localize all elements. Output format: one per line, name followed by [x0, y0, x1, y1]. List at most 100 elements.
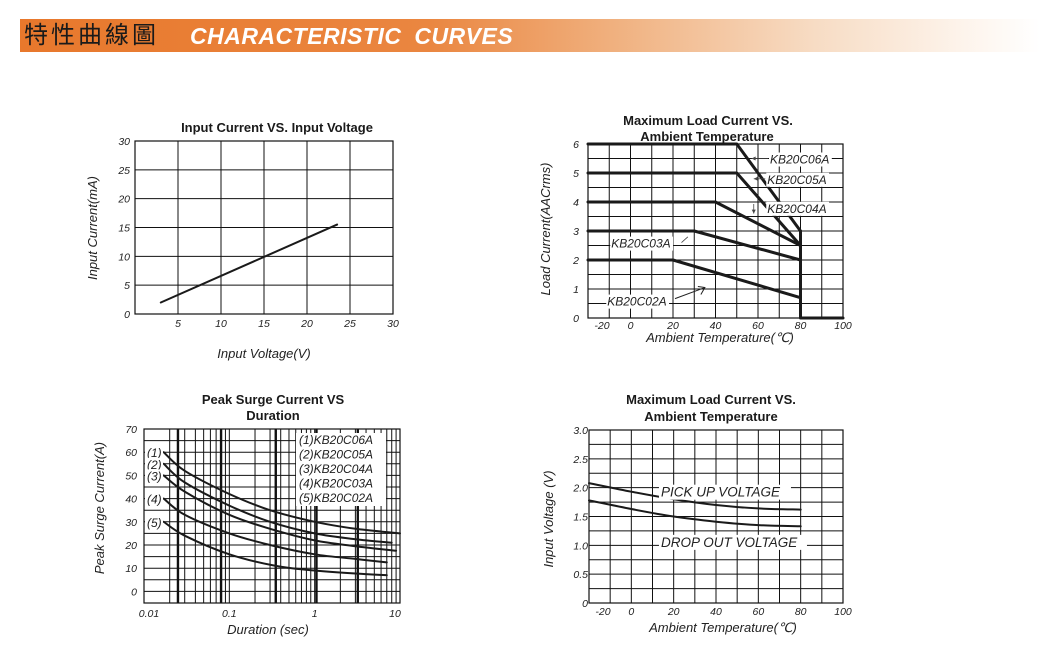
chart2-annotation-bg — [769, 152, 832, 167]
chart1-xtick: 15 — [258, 318, 270, 330]
chart4-ylabel: Input Voltage (V) — [541, 470, 556, 567]
chart3-ytick: 50 — [125, 470, 137, 482]
chart2-annotation-bg — [766, 172, 830, 187]
chart2-ytick: 0 — [573, 313, 579, 325]
chart2-arrowhead-icon — [751, 156, 756, 161]
chart4-xtick: 80 — [795, 606, 807, 618]
chart3-xlabel: Duration (sec) — [227, 622, 309, 637]
chart4-title: Maximum Load Current VS. — [626, 392, 796, 407]
chart3-ytick: 40 — [125, 494, 137, 506]
header-banner: 特性曲線圖 CHARACTERISTIC CURVES — [20, 19, 1040, 52]
chart3-ytick: 0 — [131, 586, 137, 598]
chart2-annotation-bg — [610, 236, 674, 251]
chart3-ylabel: Peak Surge Current(A) — [92, 442, 107, 574]
chart4-ytick: 1.5 — [573, 512, 588, 524]
chart2-annotation: KB20C03A — [611, 237, 670, 251]
chart3-ytick: 20 — [124, 540, 137, 552]
chart1-title: Input Current VS. Input Voltage — [181, 120, 373, 135]
chart1-ytick: 15 — [118, 223, 130, 235]
chart2-annotation: KB20C06A — [770, 153, 829, 167]
chart2-arrowhead-icon — [753, 176, 758, 181]
chart4-series-line — [588, 499, 802, 528]
chart3-curve-tag: (5) — [147, 516, 162, 530]
chart2-ytick: 4 — [573, 197, 579, 209]
chart4-title-line2: Ambient Temperature — [644, 409, 777, 424]
chart2-xtick: 0 — [628, 320, 634, 332]
chart4-xtick: 40 — [710, 606, 722, 618]
chart3-series-line — [162, 451, 401, 535]
chart3-series-line — [162, 474, 398, 552]
chart2-title-line2: Ambient Temperature — [640, 129, 773, 144]
chart3-title: Peak Surge Current VS — [202, 392, 345, 407]
chart1-xtick: 25 — [343, 318, 356, 330]
chart1-ytick: 10 — [118, 251, 130, 263]
chart1-ytick: 20 — [117, 194, 130, 206]
chart1-xtick: 30 — [387, 318, 399, 330]
chart-peak-surge: Peak Surge Current VS Duration Duration … — [92, 392, 401, 637]
chart2-ytick: 6 — [573, 139, 579, 151]
chart2-series-kb20c05a — [586, 171, 802, 247]
chart1-plot-frame — [134, 140, 394, 315]
chart4-ytick: 2.0 — [572, 483, 588, 495]
chart2-arrowhead-icon — [697, 286, 706, 295]
chart1-series-line — [159, 223, 339, 304]
chart3-series-line — [162, 462, 393, 544]
chart1-ytick: 5 — [124, 280, 130, 292]
chart2-ytick: 2 — [572, 255, 579, 267]
chart3-legend-item: (5)KB20C02A — [299, 491, 373, 505]
chart1-xlabel: Input Voltage(V) — [217, 346, 310, 361]
chart3-legend-item: (1)KB20C06A — [299, 433, 373, 447]
chart3-legend-item: (4)KB20C03A — [299, 477, 373, 491]
chart4-ytick: 0 — [582, 598, 588, 610]
chart4-xtick: -20 — [595, 606, 610, 618]
chart4-ytick: 2.5 — [572, 454, 588, 466]
chart2-annotation: KB20C05A — [767, 173, 826, 187]
chart4-series-label: PICK UP VOLTAGE — [661, 485, 781, 500]
chart3-plot-frame — [143, 428, 401, 604]
chart3-curve-tag: (2) — [147, 458, 162, 472]
chart4-xtick: 60 — [752, 606, 764, 618]
chart2-xtick: 40 — [710, 320, 722, 332]
chart1-xtick: 5 — [175, 318, 181, 330]
chart2-annotation-bg — [766, 201, 830, 216]
chart2-xlabel: Ambient Temperature(℃) — [645, 330, 794, 345]
chart2-xtick: 100 — [834, 320, 852, 332]
chart2-annotation: KB20C02A — [607, 295, 666, 309]
chart2-series-kb20c02a — [586, 258, 802, 300]
chart2-arrow-icon — [681, 236, 689, 243]
chart3-ytick: 60 — [125, 447, 137, 459]
chart3-xtick: 10 — [389, 608, 401, 620]
chart2-series-kb20c04a — [586, 200, 802, 247]
chart2-ytick: 1 — [573, 284, 579, 296]
chart-input-voltage: Maximum Load Current VS. Ambient Tempera… — [541, 392, 852, 635]
chart2-annotation-bg — [606, 294, 670, 309]
chart3-curve-tag-bg — [145, 457, 163, 471]
chart3-legend-bg — [296, 433, 386, 506]
chart4-plot-frame — [588, 429, 844, 604]
chart2-ytick: 3 — [573, 226, 579, 238]
header-title-cn: 特性曲線圖 — [24, 21, 159, 49]
chart3-curve-tag: (4) — [147, 493, 162, 507]
chart1-ytick: 30 — [118, 136, 130, 148]
chart1-xtick: 10 — [215, 318, 227, 330]
chart2-ytick: 5 — [573, 168, 579, 180]
chart3-curve-tag: (1) — [147, 446, 162, 460]
chart1-ytick: 0 — [124, 309, 130, 321]
chart2-annotation: KB20C04A — [767, 202, 826, 216]
chart2-xtick: -20 — [594, 320, 609, 332]
chart2-arrowhead-icon — [751, 209, 756, 214]
chart4-xtick: 20 — [667, 606, 680, 618]
chart3-curve-tag-bg — [145, 492, 163, 506]
chart2-series-kb20c03a — [586, 229, 802, 262]
chart3-ytick: 30 — [125, 517, 137, 529]
chart3-ytick: 70 — [125, 424, 137, 436]
chart3-ytick: 10 — [125, 563, 137, 575]
chart3-curve-tag-bg — [145, 446, 163, 460]
chart3-xtick: 0.01 — [139, 608, 159, 620]
chart1-xtick: 20 — [300, 318, 313, 330]
chart-input-current: Input Current VS. Input Voltage Input Vo… — [85, 120, 399, 361]
chart2-xtick: 80 — [795, 320, 807, 332]
chart4-series-label-bg — [658, 534, 807, 550]
chart3-curve-tag-bg — [145, 515, 163, 529]
